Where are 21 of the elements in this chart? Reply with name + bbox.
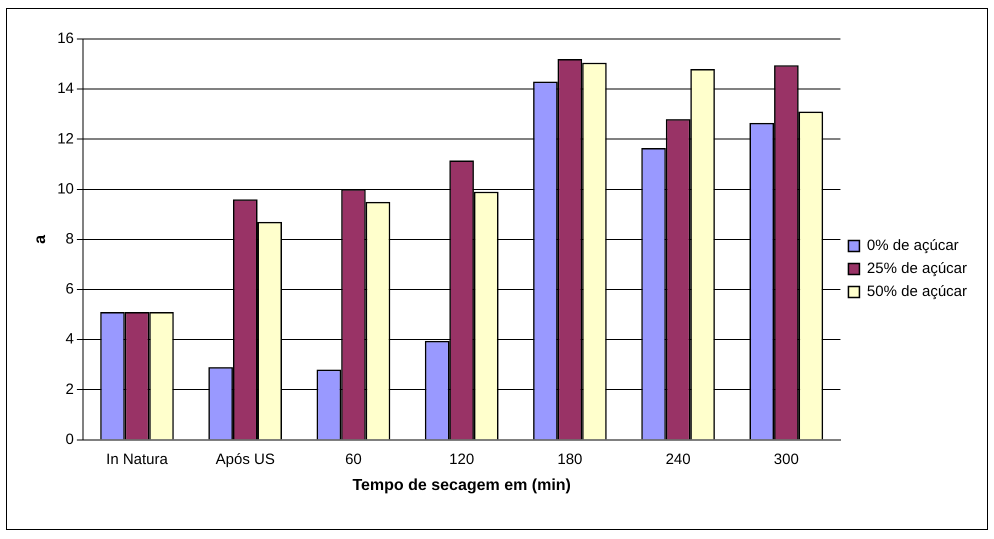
y-tick-label: 10	[57, 180, 74, 198]
legend-label: 50% de açúcar	[866, 283, 968, 300]
x-tick-label: 120	[449, 450, 474, 468]
x-tick-label: In Natura	[106, 450, 168, 468]
y-tick-label: 16	[57, 30, 74, 48]
y-tick-label: 12	[57, 130, 74, 148]
y-axis-title: a	[32, 234, 50, 244]
y-tick-label: 4	[66, 330, 74, 348]
legend-label: 25% de açúcar	[866, 260, 968, 278]
x-axis-title: Tempo de secagem em (min)	[352, 476, 571, 494]
x-tick-label: 180	[557, 450, 582, 468]
y-tick-label: 0	[66, 430, 74, 448]
y-tick-label: 6	[66, 280, 74, 298]
legend-label: 0% de açúcar	[866, 237, 959, 254]
y-tick-label: 2	[66, 380, 74, 398]
y-tick-label: 14	[57, 80, 74, 98]
x-tick-label: 240	[666, 450, 691, 468]
y-tick-label: 8	[66, 230, 74, 248]
x-tick-label: 60	[345, 450, 362, 468]
x-tick-label: Após US	[216, 450, 275, 468]
x-tick-label: 300	[774, 450, 799, 468]
